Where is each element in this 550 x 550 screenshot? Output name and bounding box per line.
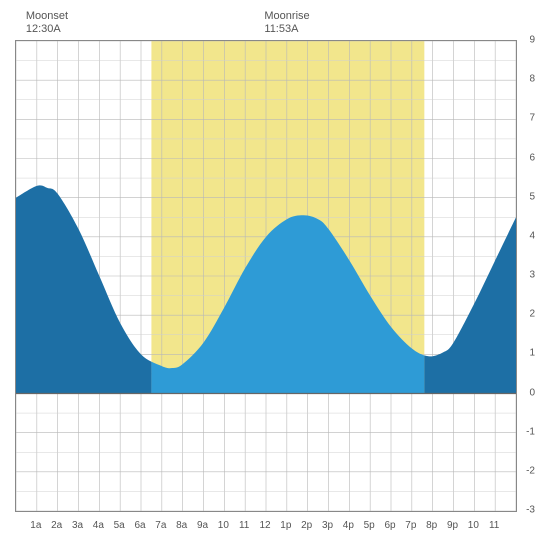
x-tick: 6a <box>134 520 145 531</box>
y-tick: -3 <box>526 505 535 516</box>
x-tick: 12 <box>259 520 270 531</box>
x-tick: 3p <box>322 520 333 531</box>
x-tick: 2p <box>301 520 312 531</box>
x-tick: 9p <box>447 520 458 531</box>
moonset-label: Moonset 12:30A <box>26 10 68 36</box>
x-tick: 10 <box>218 520 229 531</box>
y-tick: 1 <box>529 348 535 359</box>
moonrise-title: Moonrise <box>264 10 309 22</box>
y-tick: 2 <box>529 309 535 320</box>
y-tick: 4 <box>529 230 535 241</box>
x-tick: 4a <box>93 520 104 531</box>
x-tick: 9a <box>197 520 208 531</box>
moonrise-time: 11:53A <box>264 23 298 35</box>
chart-svg <box>16 41 516 511</box>
x-tick: 7a <box>155 520 166 531</box>
x-tick: 5a <box>114 520 125 531</box>
x-tick: 11 <box>489 520 499 531</box>
x-tick: 3a <box>72 520 83 531</box>
y-tick: 6 <box>529 152 535 163</box>
x-tick: 5p <box>364 520 375 531</box>
moonset-time: 12:30A <box>26 23 61 35</box>
y-tick: 8 <box>529 74 535 85</box>
moonset-title: Moonset <box>26 10 68 22</box>
y-tick: -1 <box>526 426 535 437</box>
y-tick: 5 <box>529 191 535 202</box>
y-tick: 9 <box>529 35 535 46</box>
y-tick: 0 <box>529 387 535 398</box>
x-tick: 10 <box>468 520 479 531</box>
x-tick: 8p <box>426 520 437 531</box>
plot-area <box>15 40 517 512</box>
x-tick: 4p <box>343 520 354 531</box>
y-tick: -2 <box>526 465 535 476</box>
x-tick: 6p <box>384 520 395 531</box>
tide-chart: Moonset 12:30A Moonrise 11:53A -3-2-1012… <box>10 10 540 540</box>
x-axis: 1a 2a 3a 4a 5a 6a 7a 8a 9a 10 11 12 1p 2p 3p 4p 5p 6p 7p 8p… <box>15 520 515 535</box>
x-tick: 8a <box>176 520 187 531</box>
x-tick: 1a <box>30 520 41 531</box>
x-tick: 2a <box>51 520 62 531</box>
moonrise-label: Moonrise 11:53A <box>264 10 309 36</box>
y-tick: 7 <box>529 113 535 124</box>
x-tick: 11 <box>239 520 249 531</box>
y-tick: 3 <box>529 270 535 281</box>
y-axis: -3-2-10123456789 <box>515 40 535 510</box>
x-tick: 7p <box>405 520 416 531</box>
x-tick: 1p <box>280 520 291 531</box>
